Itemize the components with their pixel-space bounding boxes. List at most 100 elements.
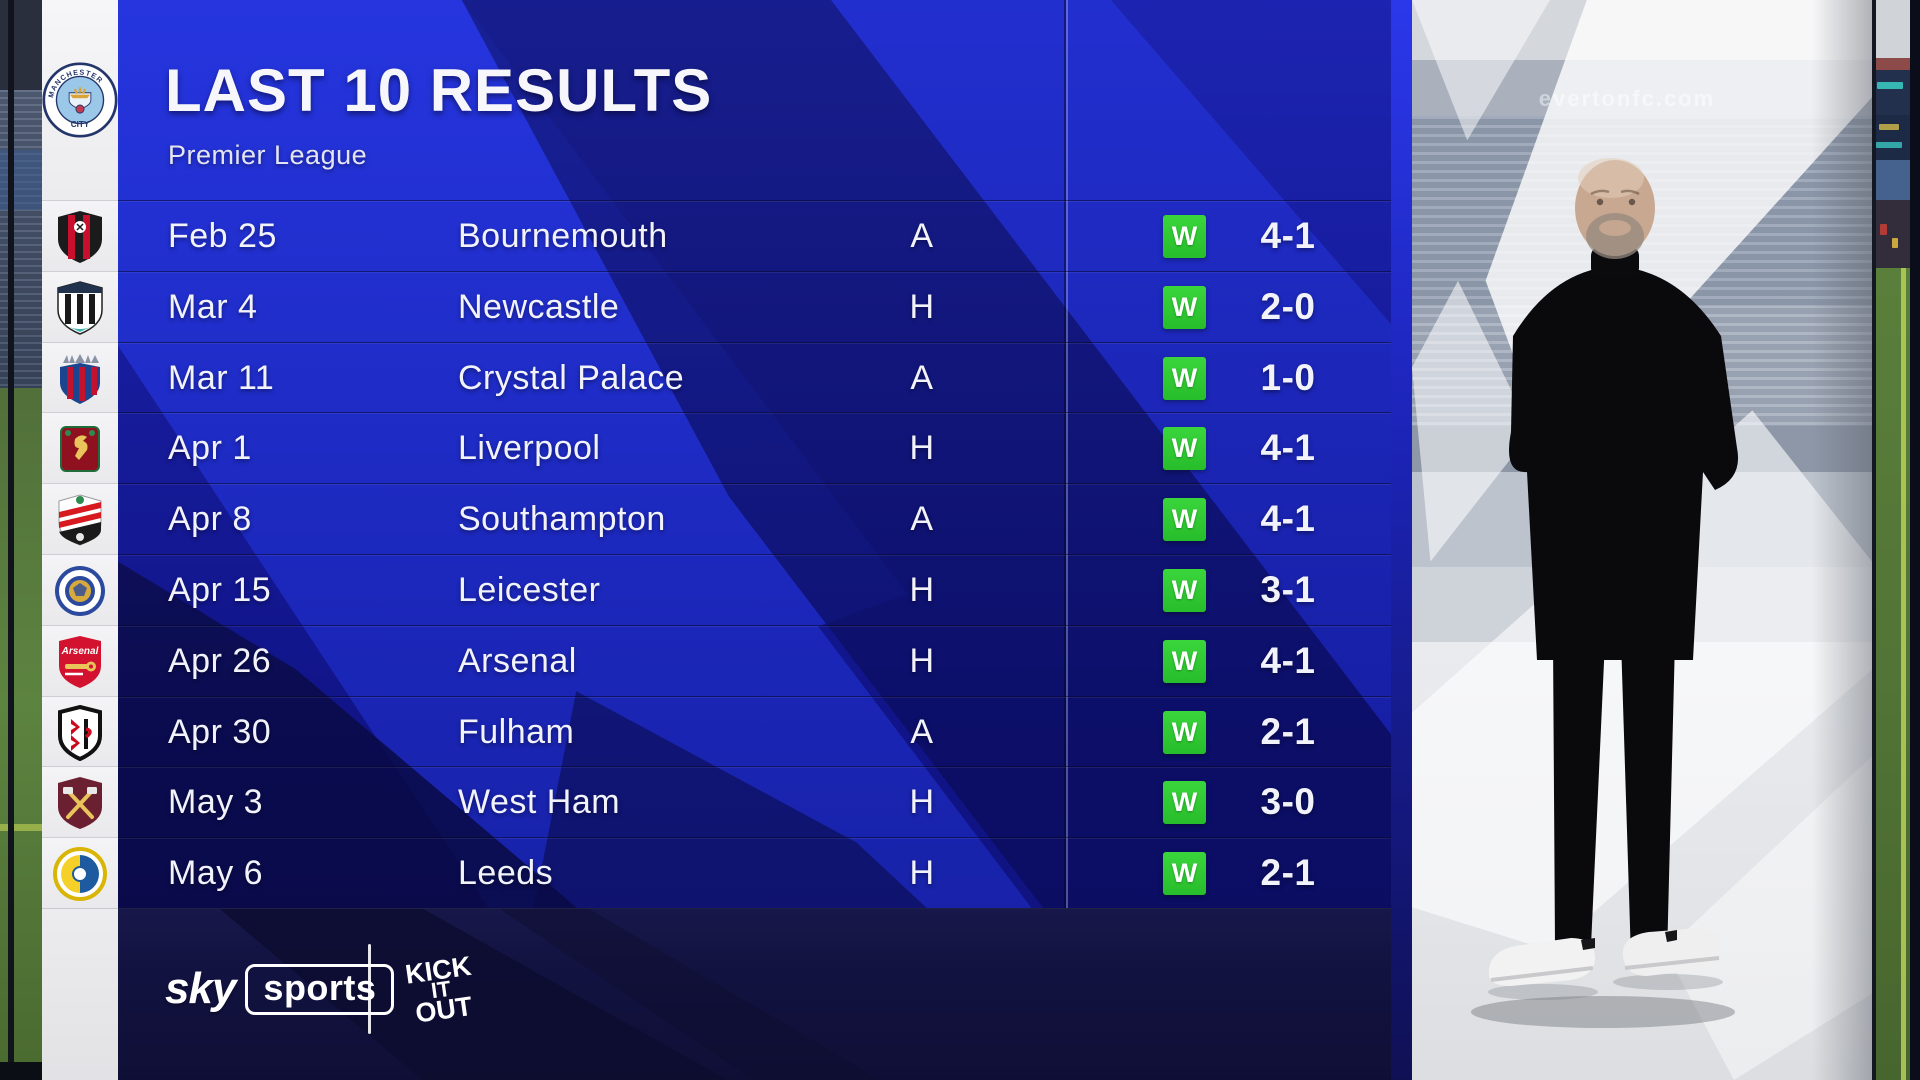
match-score: 4-1: [1260, 215, 1316, 256]
leeds-badge-icon: [53, 846, 107, 901]
win-badge: W: [1163, 286, 1206, 329]
far-right-edge: [1910, 0, 1920, 1080]
win-badge: W: [1163, 781, 1206, 824]
rail-footer: [42, 908, 118, 1080]
match-score: 3-1: [1260, 569, 1316, 610]
sky-wordmark: sky: [165, 964, 236, 1013]
footer-strip: [118, 908, 1391, 1080]
floor-shadow: [1471, 996, 1735, 1028]
venue-letter: H: [909, 429, 935, 467]
right-stand-band: [1872, 160, 1910, 200]
badge-cell-arsenal: Arsenal: [42, 625, 118, 697]
west-ham-badge-icon: [58, 776, 102, 829]
match-date: Apr 26: [168, 642, 272, 680]
badge-cell-newcastle: [42, 271, 118, 343]
opponent-name: Bournemouth: [458, 217, 668, 255]
page-subtitle: Premier League: [168, 140, 368, 170]
scoreboard-text-glimpse: [1879, 124, 1899, 130]
match-score: 4-1: [1260, 640, 1316, 681]
venue-letter: H: [909, 288, 935, 326]
right-pitch-highlight: [1901, 268, 1906, 1080]
left-pitch-band: [0, 388, 42, 1080]
badge-city-text: CITY: [71, 120, 90, 129]
column-divider-shadow: [1064, 0, 1066, 908]
badge-rail: MANCHESTER CITY: [42, 0, 118, 1080]
match-score: 4-1: [1260, 498, 1316, 539]
left-pitch-line: [0, 824, 42, 831]
opponent-name: Liverpool: [458, 429, 601, 467]
match-score: 3-0: [1260, 781, 1316, 822]
venue-letter: H: [909, 854, 935, 892]
result-row: Apr 8 Southampton A W 4-1: [118, 483, 1391, 555]
win-badge: W: [1163, 215, 1206, 258]
arsenal-badge-icon: Arsenal: [59, 635, 101, 688]
column-divider: [1066, 0, 1068, 908]
manager-photo-panel: evertonfc.com: [1412, 0, 1872, 1080]
venue-letter: H: [909, 642, 935, 680]
badge-cell-bournemouth: [42, 200, 118, 272]
kick-it-out-logo: KICK IT OUT: [390, 938, 492, 1042]
opponent-name: West Ham: [458, 783, 621, 821]
manchester-city-badge-icon: MANCHESTER CITY: [42, 62, 118, 138]
match-date: May 6: [168, 854, 264, 892]
match-date: Apr 8: [168, 500, 252, 538]
sports-wordmark-box: sports: [245, 963, 395, 1015]
badge-cell-leicester: [42, 554, 118, 626]
opponent-name: Newcastle: [458, 288, 620, 326]
kick-it-out-line3: OUT: [413, 991, 475, 1029]
result-row: Apr 1 Liverpool H W 4-1: [118, 412, 1391, 484]
badge-cell-liverpool: [42, 412, 118, 484]
result-row: Apr 15 Leicester H W 3-1: [118, 554, 1391, 626]
right-red-band: [1872, 58, 1910, 70]
match-score: 2-0: [1260, 286, 1316, 327]
result-row: May 3 West Ham H W 3-0: [118, 766, 1391, 838]
win-badge: W: [1163, 852, 1206, 895]
result-row: Mar 4 Newcastle H W 2-0: [118, 271, 1391, 343]
venue-letter: H: [909, 571, 935, 609]
newcastle-badge-icon: [57, 280, 103, 335]
left-stand-band: [0, 150, 42, 210]
left-crowd-band: [0, 90, 42, 390]
photo-right-shade: [1812, 0, 1872, 1080]
match-date: Feb 25: [168, 217, 277, 255]
sky-sports-logo: sky sports: [165, 963, 395, 1015]
right-scoreboard-band-2: [1872, 115, 1910, 160]
right-frame-edge: [1872, 0, 1876, 1080]
win-badge: W: [1163, 569, 1206, 612]
crowd-speck: [1880, 224, 1887, 235]
match-date: Apr 15: [168, 571, 272, 609]
result-row: Apr 30 Fulham A W 2-1: [118, 696, 1391, 768]
sports-wordmark: sports: [263, 966, 377, 1008]
win-badge: W: [1163, 357, 1206, 400]
opponent-name: Arsenal: [458, 642, 577, 680]
logo-divider: [368, 944, 371, 1034]
scoreboard-text-glimpse: [1877, 82, 1903, 89]
opponent-name: Leicester: [458, 571, 601, 609]
liverpool-badge-icon: [60, 425, 100, 472]
match-date: May 3: [168, 783, 264, 821]
win-badge: W: [1163, 498, 1206, 541]
fulham-badge-icon: [58, 704, 102, 761]
opponent-name: Fulham: [458, 713, 575, 751]
bournemouth-badge-icon: [58, 210, 102, 263]
badge-cell-southampton: [42, 483, 118, 555]
opponent-name: Southampton: [458, 500, 666, 538]
win-badge: W: [1163, 427, 1206, 470]
result-row: Feb 25 Bournemouth A W 4-1: [118, 200, 1391, 272]
crystal-palace-badge-icon: [60, 353, 100, 404]
win-badge: W: [1163, 711, 1206, 754]
svg-text:Arsenal: Arsenal: [61, 646, 99, 657]
left-frame-bar: [8, 0, 14, 1080]
badge-cell-leeds: [42, 837, 118, 909]
match-score: 4-1: [1260, 427, 1316, 468]
venue-letter: A: [910, 359, 934, 397]
match-date: Mar 4: [168, 288, 258, 326]
left-video-sliver: [0, 0, 42, 1080]
match-score: 2-1: [1260, 852, 1316, 893]
manager-pep-guardiola-figure: [1471, 158, 1739, 1028]
match-score: 2-1: [1260, 711, 1316, 752]
match-date: Apr 1: [168, 429, 252, 467]
result-row: May 6 Leeds H W 2-1: [118, 837, 1391, 909]
venue-letter: A: [910, 713, 934, 751]
